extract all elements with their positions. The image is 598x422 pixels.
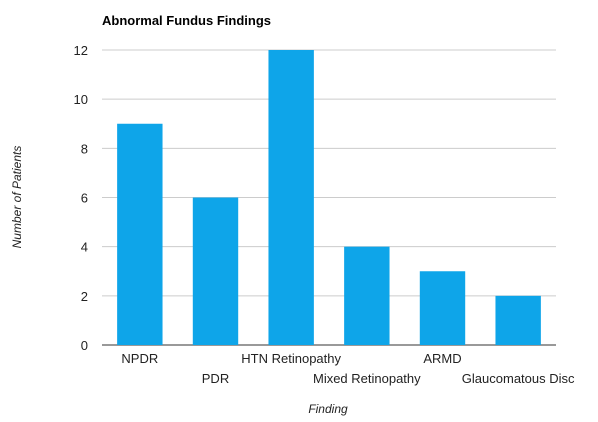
x-tick-label: PDR	[202, 371, 229, 386]
x-tick-label: Mixed Retinopathy	[313, 371, 421, 386]
bar	[419, 271, 466, 345]
x-tick-label: ARMD	[423, 351, 461, 366]
y-tick-label: 10	[74, 92, 88, 107]
bar	[495, 295, 541, 345]
x-tick-label: HTN Retinopathy	[241, 351, 341, 366]
x-axis-ticks: NPDR PDR HTN Retinopathy Mixed RetinopathyA…	[121, 351, 575, 386]
y-tick-label: 12	[74, 43, 88, 58]
bar	[268, 50, 314, 345]
bar	[344, 246, 390, 345]
y-tick-label: 4	[81, 240, 88, 255]
gridlines	[102, 49, 556, 346]
y-tick-label: 8	[81, 141, 88, 156]
y-axis-title: Number of Patients	[10, 146, 24, 249]
bars	[117, 50, 541, 345]
y-tick-label: 2	[81, 289, 88, 304]
x-tick-label: NPDR	[121, 351, 158, 366]
chart-title: Abnormal Fundus Findings	[102, 13, 271, 28]
x-axis-title: Finding	[308, 402, 348, 416]
y-tick-label: 0	[81, 338, 88, 353]
bar	[117, 123, 163, 345]
x-tick-label: Glaucomatous Disc	[462, 371, 575, 386]
y-tick-label: 6	[81, 191, 88, 206]
bar	[192, 197, 239, 345]
y-axis-ticks: 0 2 4 6 8 10 12	[74, 43, 88, 353]
